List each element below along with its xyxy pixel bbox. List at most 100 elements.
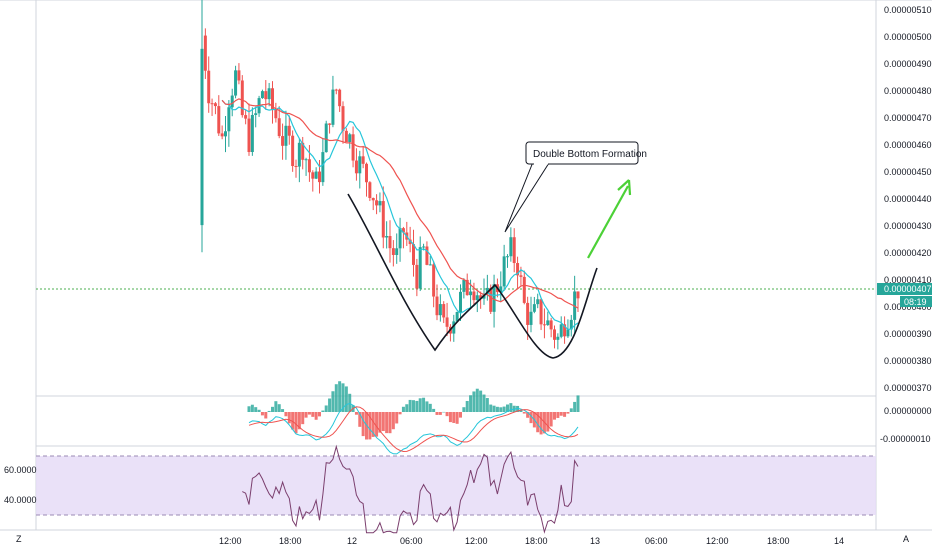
rsi-tick: 60.0000 — [4, 465, 37, 475]
macd-histogram-bar — [559, 412, 563, 416]
candle-body — [455, 312, 459, 322]
price-tick: 0.00000370 — [884, 383, 932, 393]
target-arrow-line — [587, 185, 629, 259]
price-tick: 0.00000410 — [884, 275, 932, 285]
candles-layer — [200, 0, 580, 350]
countdown-label: 08:19 — [904, 297, 927, 307]
candle-body — [539, 299, 543, 325]
candle-body — [479, 295, 483, 299]
candle-body — [529, 311, 533, 325]
candle-body — [274, 109, 278, 119]
macd-histogram-bar — [375, 412, 379, 437]
macd-histogram-bar — [418, 398, 422, 412]
macd-histogram-bar — [247, 406, 251, 412]
macd-histogram-bar — [563, 412, 567, 417]
macd-histogram-bar — [304, 412, 308, 418]
price-tick: 0.00000480 — [884, 86, 932, 96]
macd-histogram-bar — [459, 412, 462, 418]
candle-body — [354, 160, 358, 174]
macd-histogram-bar — [260, 412, 264, 416]
annotation-pointer — [504, 161, 550, 233]
candle-body — [284, 125, 288, 146]
candle-body — [542, 324, 546, 326]
candle-body — [237, 70, 241, 81]
candle-body — [462, 279, 466, 292]
macd-histogram-bar — [274, 401, 278, 412]
target-arrow-head — [617, 179, 632, 196]
candle-body — [512, 237, 516, 264]
macd-histogram-bar — [398, 412, 402, 415]
candle-body — [509, 237, 513, 257]
macd-histogram-bar — [445, 412, 449, 417]
candle-body — [210, 103, 214, 105]
candle-body — [250, 114, 254, 153]
candle-body — [532, 304, 536, 312]
macd-histogram-bar — [405, 404, 409, 412]
macd-histogram-bar — [301, 412, 305, 425]
time-tick: 14 — [834, 536, 844, 546]
macd-histogram-bar — [281, 409, 285, 412]
candle-body — [318, 171, 321, 183]
macd-histogram-bar — [492, 405, 496, 412]
candle-body — [294, 166, 298, 168]
candle-body — [502, 256, 506, 287]
macd-histogram-bar — [425, 401, 429, 412]
candle-body — [334, 89, 338, 91]
macd-tick: -0.00000010 — [880, 434, 931, 444]
candle-body — [371, 198, 375, 201]
candle-body — [365, 163, 368, 183]
candle-body — [566, 329, 570, 337]
candle-body — [224, 131, 227, 137]
macd-histogram-bar — [455, 412, 459, 424]
candle-body — [297, 142, 301, 167]
candle-body — [351, 134, 355, 161]
macd-histogram-bar — [469, 395, 473, 412]
candle-body — [445, 317, 449, 327]
macd-histogram-bar — [311, 412, 315, 417]
price-tick: 0.00000420 — [884, 248, 932, 258]
countdown-badge — [900, 296, 932, 307]
annotation-box — [525, 141, 639, 165]
macd-histogram-bar — [378, 412, 382, 433]
macd-histogram-bar — [354, 412, 358, 415]
macd-histogram-bar — [358, 412, 362, 427]
candle-body — [213, 103, 217, 107]
candle-body — [459, 291, 462, 313]
macd-histogram-bar — [448, 412, 452, 423]
price-tick: 0.00000460 — [884, 140, 932, 150]
moving-averages-layer — [221, 98, 579, 331]
candle-body — [395, 248, 399, 255]
time-tick: 18:00 — [525, 536, 548, 546]
macd-histogram-bar — [284, 412, 288, 417]
candle-body — [328, 123, 332, 125]
candle-body — [301, 142, 305, 160]
macd-histogram-bar — [479, 390, 483, 412]
candle-body — [247, 118, 251, 153]
candle-body — [398, 228, 402, 249]
macd-histogram-bar — [529, 412, 533, 424]
time-tick: 12:00 — [465, 536, 488, 546]
macd-histogram-bar — [395, 412, 399, 424]
current-price-label: 0.00000407 — [884, 284, 932, 294]
macd-histogram-bar — [267, 410, 271, 412]
candle-body — [291, 135, 295, 167]
candle-body — [388, 236, 392, 249]
chart-frame — [0, 0, 932, 531]
time-tick: 12 — [347, 536, 357, 546]
macd-histogram-bar — [277, 404, 281, 412]
time-axis: Z 12:00 18:00 12 06:00 12:00 18:00 13 06… — [16, 534, 909, 546]
macd-histogram-bar — [422, 397, 426, 412]
candle-body — [324, 123, 328, 153]
candle-body — [287, 125, 291, 136]
price-tick: 0.00000490 — [884, 59, 932, 69]
macd-histogram-bar — [264, 412, 268, 419]
candle-body — [378, 201, 382, 206]
price-axis: 0.00000510 0.00000500 0.00000490 0.00000… — [884, 5, 932, 393]
candle-body — [267, 88, 271, 100]
macd-histogram-bar — [331, 391, 335, 412]
candle-body — [412, 244, 415, 265]
macd-histogram-bar — [509, 403, 513, 412]
macd-histogram-bar — [294, 412, 298, 434]
candle-body — [368, 182, 372, 199]
